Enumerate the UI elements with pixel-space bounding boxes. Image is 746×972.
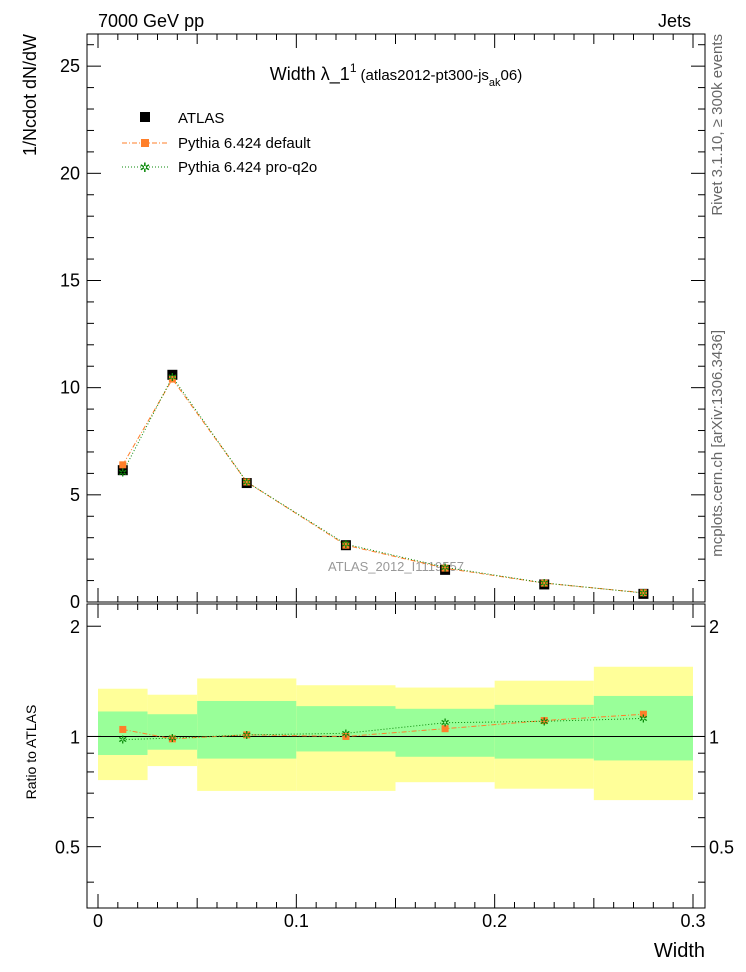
band-inner	[98, 711, 148, 755]
xlabel: Width	[654, 940, 705, 962]
title-end: 06)	[501, 67, 523, 84]
ratio-proq2o-point: ✲	[168, 733, 177, 745]
ratio-proq2o-point: ✲	[242, 730, 251, 742]
default-point	[441, 564, 449, 572]
watermark: ATLAS_2012_I1119557	[328, 559, 464, 574]
legend-atlas: ATLAS	[178, 110, 224, 127]
xticklabel: 0.3	[680, 911, 705, 931]
main-yticklabel: 20	[60, 163, 80, 183]
legend-atlas-marker	[140, 112, 150, 122]
default-point	[243, 478, 251, 486]
ratio-proq2o-point: ✲	[440, 718, 449, 730]
default-point	[168, 375, 176, 383]
ratio-yticklabel: 0.5	[55, 838, 80, 858]
ratio-proq2o-point: ✲	[639, 713, 648, 725]
header-right: Jets	[658, 11, 691, 31]
rivet-label: Rivet 3.1.10, ≥ 300k events	[709, 34, 726, 216]
ratio-proq2o-point: ✲	[341, 728, 350, 740]
ratio-yticklabel: 2	[70, 617, 80, 637]
default-point	[119, 461, 127, 469]
title-main: Width λ_1	[270, 64, 350, 85]
legend: ATLAS Pythia 6.424 default ✲ Pythia 6.42…	[122, 110, 317, 176]
band-inner	[147, 714, 198, 750]
legend-default: Pythia 6.424 default	[178, 135, 311, 152]
default-point	[639, 589, 647, 597]
ratio-yticklabel: 1	[70, 727, 80, 747]
ratio-ylabel: Ratio to ATLAS	[23, 705, 39, 800]
proq2o-point: ✲	[440, 562, 449, 574]
header-left: 7000 GeV pp	[98, 11, 204, 31]
title-sup: 1	[350, 61, 357, 75]
atlas-point	[117, 465, 128, 476]
ratio-default-point	[540, 717, 548, 725]
ratio-proq2o-point: ✲	[540, 716, 549, 728]
ratio-default-point	[119, 725, 127, 733]
proq2o-point: ✲	[540, 578, 549, 590]
main-yticklabel: 25	[60, 56, 80, 76]
mcplots-label: mcplots.cern.ch [arXiv:1306.3436]	[709, 330, 726, 557]
main-yticklabel: 0	[70, 592, 80, 612]
ratio-proq2o-point: ✲	[118, 735, 127, 747]
ratio-default-point	[441, 725, 449, 733]
ratio-default-point	[168, 735, 176, 743]
xticklabel: 0.1	[284, 911, 309, 931]
main-title: Width λ_11 (atlas2012-pt300-jsak06)	[270, 61, 522, 89]
proq2o-point: ✲	[118, 467, 127, 479]
proq2o-point: ✲	[242, 477, 251, 489]
ratio-default-point	[243, 731, 251, 739]
title-paren: (atlas2012-pt300-js	[361, 67, 489, 84]
proq2o-point: ✲	[639, 588, 648, 600]
ratio-yticklabel-right: 0.5	[709, 838, 734, 858]
band-inner	[494, 704, 594, 759]
legend-default-marker	[141, 139, 149, 147]
ratio-default-point	[342, 732, 350, 740]
atlas-point	[167, 369, 178, 380]
legend-proq2o-marker: ✲	[140, 160, 151, 175]
main-yticklabel: 10	[60, 378, 80, 398]
default-point	[540, 579, 548, 587]
ratio-default-point	[639, 710, 647, 718]
band-inner	[395, 708, 495, 757]
ratio-yticklabel-right: 2	[709, 617, 719, 637]
proq2o-point: ✲	[341, 539, 350, 551]
band-inner	[296, 706, 396, 752]
main-plot: 0 5 10 15 20 25 ✲ ✲ ✲ ✲ ✲ ✲ ✲	[60, 33, 706, 612]
proq2o-point: ✲	[168, 372, 177, 384]
title-sub: ak	[489, 77, 501, 89]
band-inner	[197, 700, 297, 759]
main-ylabel: 1/Ncdot dN/dW	[20, 34, 40, 156]
xticklabel: 0	[93, 911, 103, 931]
legend-proq2o: Pythia 6.424 pro-q2o	[178, 159, 317, 176]
band-inner	[593, 695, 693, 761]
default-point	[342, 541, 350, 549]
xticklabel: 0.2	[482, 911, 507, 931]
main-yticklabel: 5	[70, 485, 80, 505]
ratio-yticklabel-right: 1	[709, 727, 719, 747]
main-yticklabel: 15	[60, 270, 80, 290]
ratio-plot: 0 0.1 0.2 0.3 0.5 0.5 1 1 2 2 ✲ ✲ ✲ ✲ ✲ ✲ ✲	[55, 603, 734, 931]
